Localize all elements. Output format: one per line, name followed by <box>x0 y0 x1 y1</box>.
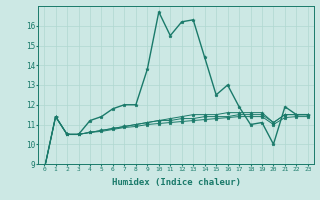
X-axis label: Humidex (Indice chaleur): Humidex (Indice chaleur) <box>111 178 241 187</box>
